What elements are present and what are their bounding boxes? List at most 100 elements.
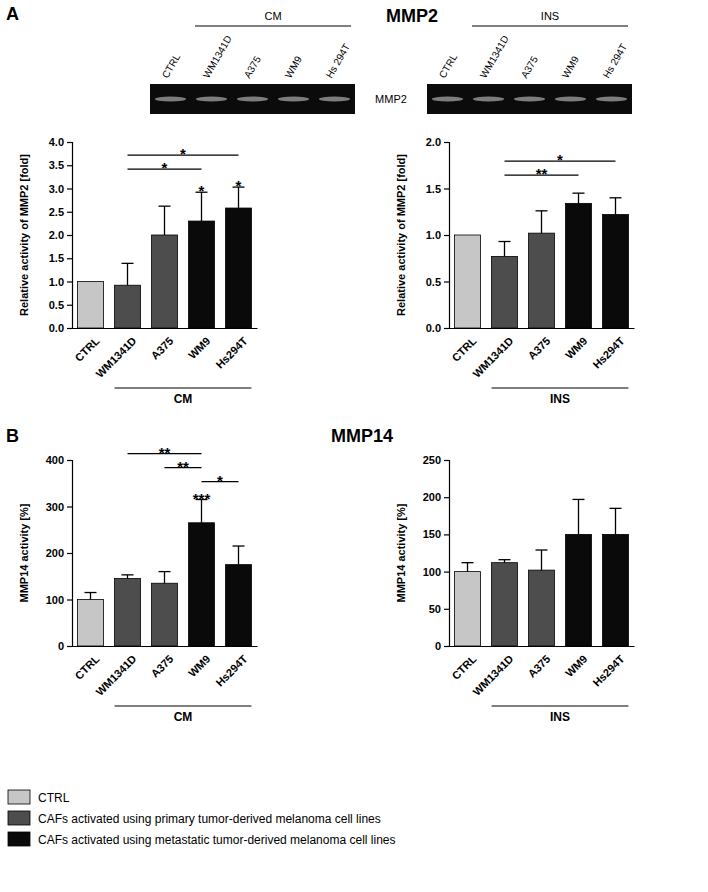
y-tick-label: 250 bbox=[423, 454, 441, 466]
panel-title: MMP2 bbox=[386, 6, 438, 26]
chart: 0.00.51.01.52.0CTRLWM1341DA375WM9Hs294TR… bbox=[395, 136, 635, 406]
group-label: CM bbox=[174, 392, 193, 406]
group-line bbox=[115, 387, 252, 388]
significance-label: ** bbox=[159, 444, 171, 461]
y-tick-mark bbox=[67, 165, 72, 166]
lane-label: WM9 bbox=[283, 54, 304, 80]
y-tick: 300 bbox=[46, 501, 72, 513]
plot-area bbox=[455, 193, 629, 328]
error-bar bbox=[122, 263, 134, 285]
y-tick-label: 2.0 bbox=[49, 229, 64, 241]
y-tick: 3.5 bbox=[49, 159, 72, 171]
x-tick-label: WM1341D bbox=[93, 335, 138, 380]
gel-band bbox=[432, 97, 463, 102]
plot-area bbox=[78, 187, 252, 328]
error-bar-cap bbox=[573, 192, 585, 193]
axis-line bbox=[73, 646, 258, 647]
y-tick-label: 200 bbox=[46, 547, 64, 559]
gel-band bbox=[514, 97, 545, 102]
error-bar bbox=[499, 560, 511, 563]
y-tick-label: 2.0 bbox=[426, 136, 441, 148]
x-tick: CTRL bbox=[449, 328, 478, 364]
y-tick: 150 bbox=[423, 528, 449, 540]
x-tick: WM1341D bbox=[93, 646, 138, 698]
y-tick: 3.0 bbox=[49, 183, 72, 195]
bar bbox=[78, 600, 104, 647]
legend: CTRLCAFs activated using primary tumor-d… bbox=[8, 790, 395, 847]
lane-label: WM9 bbox=[560, 54, 581, 80]
y-tick-label: 0 bbox=[435, 640, 441, 652]
error-bar-cap bbox=[462, 562, 474, 563]
group-label: INS bbox=[541, 10, 559, 22]
error-bar-stem bbox=[578, 499, 579, 534]
y-tick-label: 3.0 bbox=[49, 183, 64, 195]
y-tick-mark bbox=[67, 328, 72, 329]
significance-label: ** bbox=[536, 165, 548, 182]
error-bar bbox=[536, 211, 548, 233]
x-tick: WM9 bbox=[563, 646, 590, 679]
legend-swatch bbox=[8, 832, 30, 846]
lane-label: Hs 294T bbox=[324, 42, 352, 80]
gel-band bbox=[473, 97, 504, 102]
x-tick: A375 bbox=[525, 646, 552, 680]
x-tick-label: WM9 bbox=[186, 653, 213, 680]
x-tick: CTRL bbox=[72, 328, 101, 364]
x-axis: CTRLWM1341DA375WM9Hs294T bbox=[72, 328, 257, 380]
bar bbox=[455, 235, 481, 328]
bar bbox=[566, 203, 592, 328]
x-tick: WM9 bbox=[186, 328, 213, 361]
y-tick-label: 50 bbox=[429, 603, 441, 615]
error-bar-stem bbox=[90, 593, 91, 600]
y-tick: 200 bbox=[423, 491, 449, 503]
error-bar bbox=[122, 575, 134, 579]
x-tick-label: A375 bbox=[148, 653, 175, 680]
x-tick-label: WM9 bbox=[186, 335, 213, 362]
axis-line bbox=[450, 328, 635, 329]
x-tick: A375 bbox=[525, 328, 552, 362]
error-bar-stem bbox=[238, 546, 239, 565]
x-tick: WM9 bbox=[186, 646, 213, 679]
bar bbox=[78, 282, 104, 329]
y-tick-mark bbox=[444, 571, 449, 572]
bar bbox=[189, 523, 215, 646]
x-tick-label: WM9 bbox=[563, 653, 590, 680]
y-tick-label: 0.0 bbox=[49, 322, 64, 334]
error-bar bbox=[610, 198, 622, 215]
y-tick: 50 bbox=[429, 603, 449, 615]
error-bar-cap bbox=[122, 574, 134, 575]
y-tick-mark bbox=[67, 305, 72, 306]
axis-line bbox=[73, 328, 258, 329]
error-bar-cap bbox=[610, 508, 622, 509]
y-tick: 100 bbox=[423, 566, 449, 578]
x-tick-label: Hs294T bbox=[590, 334, 626, 370]
y-tick-mark bbox=[67, 188, 72, 189]
y-tick: 2.5 bbox=[49, 206, 72, 218]
lane-label: WM1341D bbox=[478, 34, 511, 80]
x-tick: Hs294T bbox=[213, 646, 249, 689]
y-tick-label: 1.0 bbox=[426, 229, 441, 241]
y-tick-mark bbox=[67, 506, 72, 507]
y-tick-mark bbox=[444, 188, 449, 189]
panel-title: MMP14 bbox=[331, 426, 393, 446]
y-tick-label: 3.5 bbox=[49, 159, 64, 171]
y-tick-mark bbox=[444, 609, 449, 610]
y-tick-label: 100 bbox=[423, 566, 441, 578]
y-tick: 4.0 bbox=[49, 136, 72, 148]
y-tick-mark bbox=[67, 460, 72, 461]
bar bbox=[115, 579, 141, 646]
legend-swatch bbox=[8, 811, 30, 825]
error-bar-stem bbox=[541, 211, 542, 233]
y-tick: 0 bbox=[58, 640, 72, 652]
y-tick-mark bbox=[67, 553, 72, 554]
y-tick-label: 0.5 bbox=[49, 299, 64, 311]
y-tick-label: 0 bbox=[58, 640, 64, 652]
error-bar-cap bbox=[85, 592, 97, 593]
bar bbox=[603, 215, 629, 328]
y-tick-mark bbox=[67, 258, 72, 259]
legend-entry: CAFs activated using primary tumor-deriv… bbox=[8, 811, 381, 826]
bar bbox=[529, 233, 555, 328]
y-axis: 0.00.51.01.52.0 bbox=[426, 136, 450, 334]
y-axis: 0 50 100 150 200 250 bbox=[423, 454, 450, 652]
error-bar-cap bbox=[536, 549, 548, 550]
y-tick-mark bbox=[444, 497, 449, 498]
